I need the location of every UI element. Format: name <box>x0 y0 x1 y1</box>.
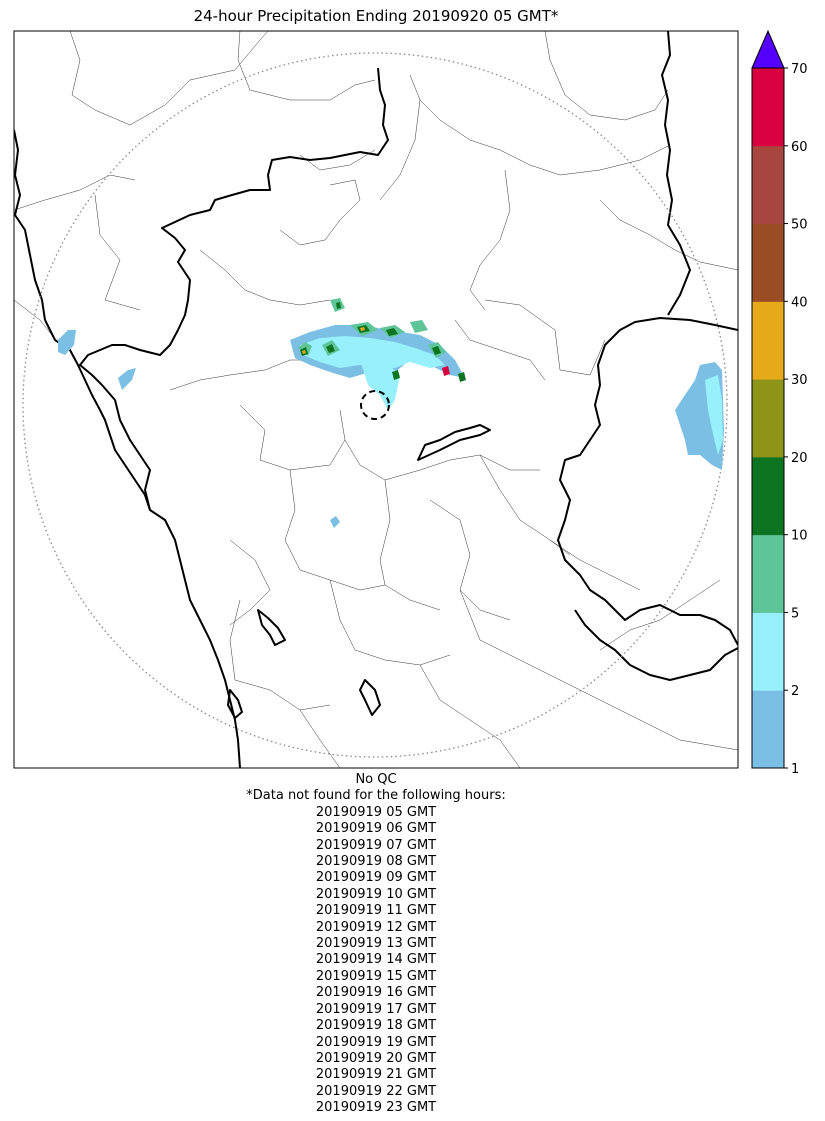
missing-hour: 20190919 08 GMT <box>315 854 437 870</box>
precipitation-map <box>13 30 739 769</box>
map-background <box>14 31 738 768</box>
colorbar-tick-label: 20 <box>791 451 808 466</box>
colorbar-segment <box>752 223 784 302</box>
precip-area-coast <box>118 368 136 390</box>
precip-area-central-light <box>300 336 445 370</box>
precip-area-west <box>58 330 76 355</box>
missing-hour: 20190919 13 GMT <box>315 936 437 952</box>
missing-data-notes: No QC *Data not found for the following … <box>14 772 738 1117</box>
precipitation-overlay <box>58 298 724 528</box>
missing-hour: 20190919 06 GMT <box>315 821 437 837</box>
colorbar-tick-label: 30 <box>791 373 808 388</box>
missing-hour: 20190919 20 GMT <box>315 1050 437 1066</box>
colorbar-tick-label: 1 <box>791 762 799 777</box>
missing-hour: 20190919 21 GMT <box>315 1067 437 1083</box>
missing-hour: 20190919 23 GMT <box>315 1100 437 1116</box>
colorbar: 1 2 5 10 20 30 40 50 60 70 <box>751 29 808 777</box>
colorbar-segment <box>752 145 784 225</box>
colorbar-tick-label: 70 <box>791 62 808 77</box>
map-frame <box>13 30 739 769</box>
colorbar-segment <box>752 690 784 769</box>
missing-hour: 20190919 18 GMT <box>315 1018 437 1034</box>
colorbar-ticks: 1 2 5 10 20 30 40 50 60 70 <box>784 62 808 777</box>
state-boundaries <box>14 31 738 768</box>
colorbar-tick-label: 10 <box>791 529 808 544</box>
missing-hour: 20190919 11 GMT <box>315 903 437 919</box>
colorbar-segment <box>752 379 784 458</box>
colorbar-frame <box>751 67 785 769</box>
missing-hour: 20190919 07 GMT <box>315 837 437 853</box>
missing-hour: 20190919 10 GMT <box>315 886 437 902</box>
district-boundaries <box>14 31 738 768</box>
missing-hour: 20190919 19 GMT <box>315 1034 437 1050</box>
missing-hour: 20190919 22 GMT <box>315 1083 437 1099</box>
colorbar-segment <box>752 301 784 380</box>
missing-hour: 20190919 09 GMT <box>315 870 437 886</box>
colorbar-tick-label: 50 <box>791 218 808 233</box>
precip-area-central-south <box>360 360 400 410</box>
precip-area-east-core <box>705 375 723 455</box>
colorbar-segments <box>752 68 784 769</box>
colorbar-tick-label: 60 <box>791 140 808 155</box>
missing-hour: 20190919 17 GMT <box>315 1001 437 1017</box>
colorbar-segment <box>752 68 784 147</box>
radar-location-marker <box>360 390 390 420</box>
colorbar-segment <box>752 534 784 613</box>
colorbar-tick-label: 40 <box>791 295 808 310</box>
colorbar-extend-arrow <box>751 29 785 69</box>
missing-hours-list: 20190919 05 GMT 20190919 06 GMT 20190919 0… <box>14 805 738 1117</box>
precip-area-south <box>330 516 340 528</box>
missing-hour: 20190919 05 GMT <box>315 804 437 820</box>
colorbar-tick-label: 5 <box>791 606 799 621</box>
colorbar-segment <box>752 456 784 536</box>
missing-hour: 20190919 12 GMT <box>315 919 437 935</box>
colorbar-tick-label: 2 <box>791 684 799 699</box>
map-title: 24-hour Precipitation Ending 20190920 05… <box>193 7 559 25</box>
colorbar-segment <box>752 612 784 691</box>
missing-data-header: *Data not found for the following hours: <box>246 788 506 804</box>
radar-range-ring <box>22 52 728 758</box>
missing-hour: 20190919 14 GMT <box>315 952 437 968</box>
missing-hour: 20190919 16 GMT <box>315 985 437 1001</box>
qc-note: No QC <box>355 772 397 787</box>
missing-hour: 20190919 15 GMT <box>315 968 437 984</box>
